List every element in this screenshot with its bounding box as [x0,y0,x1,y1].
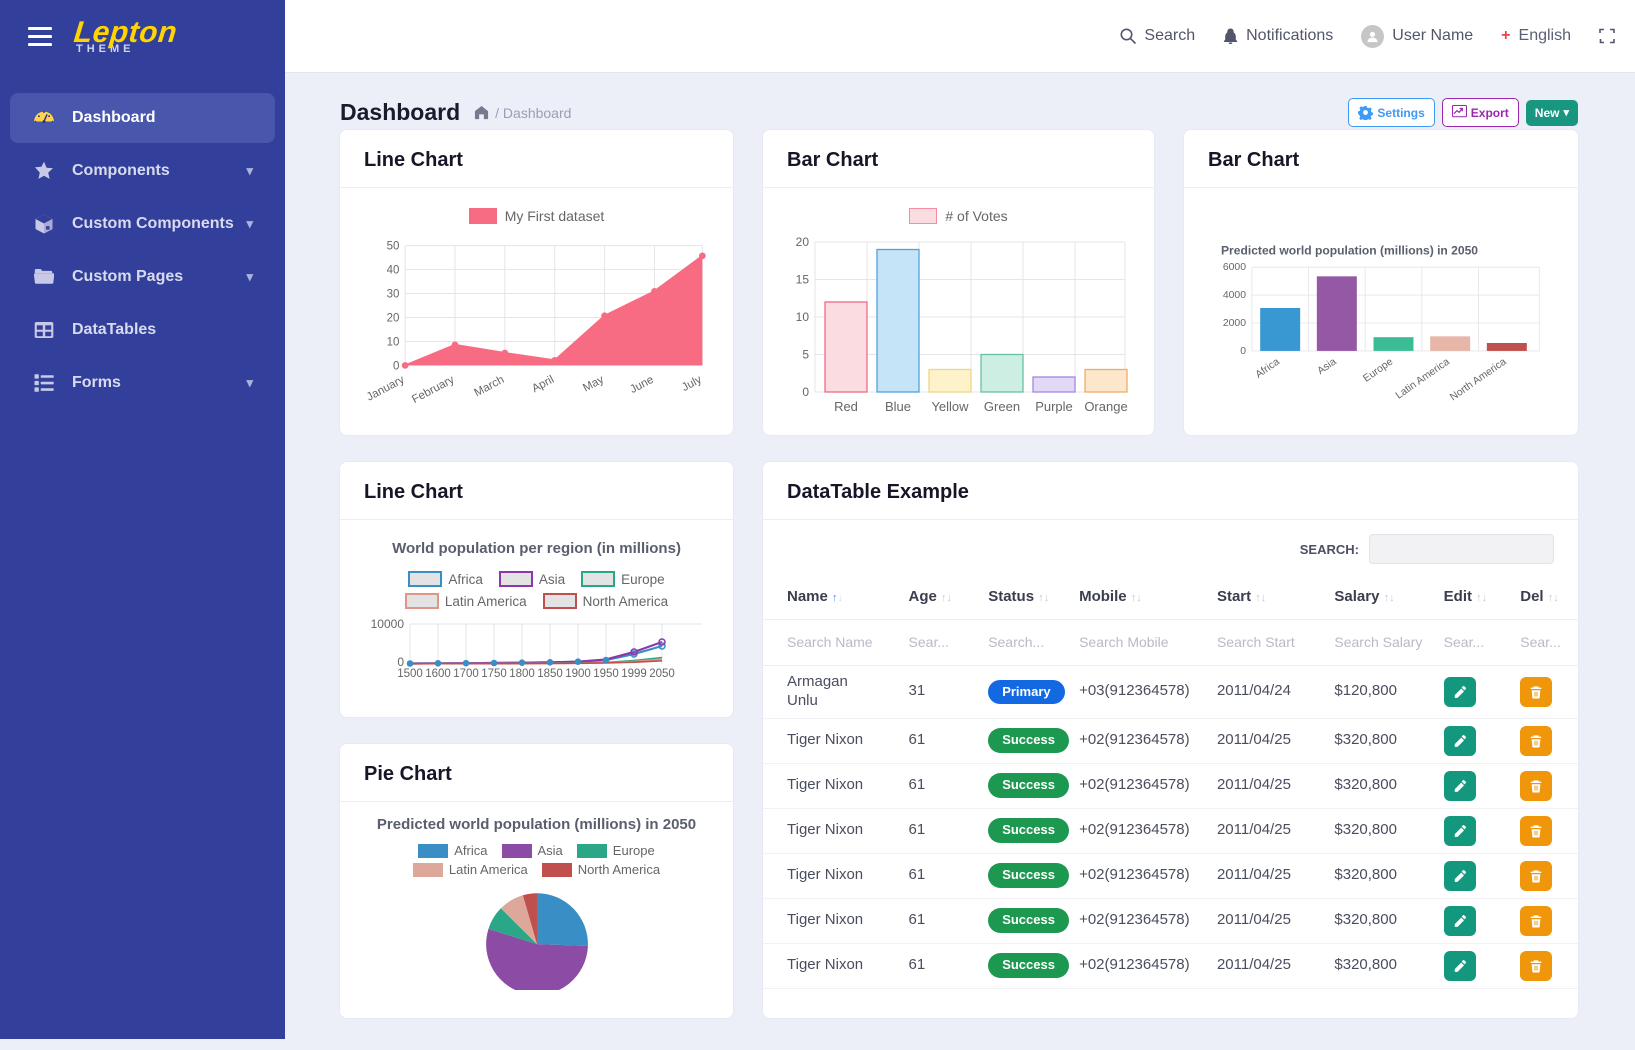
svg-text:Yellow: Yellow [931,399,969,414]
svg-text:Green: Green [984,399,1020,414]
svg-text:1800: 1800 [509,668,535,680]
svg-text:June: June [628,374,656,396]
svg-text:1500: 1500 [397,668,423,680]
svg-text:15: 15 [796,273,810,287]
svg-text:5: 5 [802,348,809,362]
svg-text:Predicted world population (mi: Predicted world population (millions) in… [1221,244,1478,258]
svg-text:Europe: Europe [1361,356,1395,384]
svg-text:1750: 1750 [481,668,507,680]
svg-text:July: July [680,374,704,394]
svg-text:Latin America: Latin America [1394,356,1452,401]
svg-text:4000: 4000 [1223,290,1246,301]
svg-text:Red: Red [834,399,858,414]
svg-text:1850: 1850 [537,668,563,680]
svg-text:0: 0 [397,655,404,669]
svg-text:January: January [365,374,407,404]
svg-text:20: 20 [387,312,400,324]
svg-text:North America: North America [1448,356,1508,403]
svg-text:Purple: Purple [1035,399,1073,414]
svg-text:1600: 1600 [425,668,451,680]
svg-text:Blue: Blue [885,399,911,414]
svg-text:10: 10 [387,336,400,348]
svg-text:1999: 1999 [621,668,647,680]
svg-text:2050: 2050 [649,668,675,680]
svg-text:1700: 1700 [453,668,479,680]
svg-text:February: February [410,374,456,406]
svg-text:May: May [581,374,606,395]
svg-text:6000: 6000 [1223,262,1246,273]
svg-text:10: 10 [796,310,810,324]
svg-text:Orange: Orange [1084,399,1127,414]
svg-text:30: 30 [387,288,400,300]
svg-text:Asia: Asia [1316,356,1339,377]
svg-text:2000: 2000 [1223,318,1246,329]
svg-text:1950: 1950 [593,668,619,680]
svg-text:March: March [472,374,506,400]
svg-text:10000: 10000 [371,619,405,631]
svg-text:April: April [530,374,556,395]
svg-text:20: 20 [796,235,810,249]
svg-text:Africa: Africa [1254,356,1282,380]
svg-text:0: 0 [1240,346,1246,357]
svg-text:40: 40 [387,264,400,276]
svg-text:50: 50 [387,240,400,252]
svg-text:0: 0 [393,360,399,372]
svg-text:1900: 1900 [565,668,591,680]
svg-text:0: 0 [802,385,809,399]
